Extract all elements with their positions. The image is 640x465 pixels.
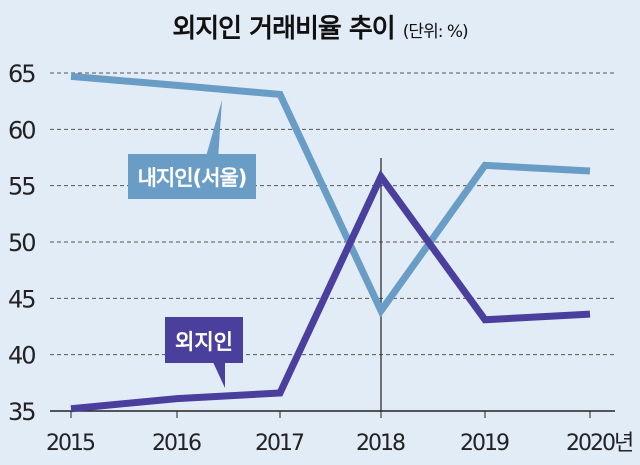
x-tick-label: 2015 <box>46 431 95 456</box>
y-tick-label: 60 <box>8 116 35 144</box>
series-line-1 <box>70 169 591 413</box>
legend-label-domestic: 내지인(서울) <box>138 166 247 190</box>
legend-label-outsider: 외지인 <box>175 330 233 354</box>
y-tick-label: 65 <box>8 60 35 88</box>
y-tick-label: 50 <box>8 229 35 257</box>
label-pointer <box>212 360 225 388</box>
unit-label: (단위: %) <box>402 22 469 42</box>
x-tick-label: 2018 <box>356 431 405 456</box>
x-tick-label: 2019 <box>460 431 509 456</box>
label-pointer <box>205 100 222 160</box>
y-tick-label: 55 <box>8 173 35 201</box>
y-tick-label: 45 <box>8 285 35 313</box>
x-tick-label: 2017 <box>255 431 304 456</box>
title-text: 외지인 거래비율 추이 <box>172 14 395 44</box>
x-tick-label: 2020년 <box>566 431 632 456</box>
chart-title: 외지인 거래비율 추이 (단위: %) <box>0 8 640 45</box>
y-tick-label: 35 <box>8 398 35 426</box>
legend-box-domestic <box>128 154 256 199</box>
legend-box-outsider <box>165 317 243 363</box>
y-tick-label: 40 <box>8 342 35 370</box>
x-tick-label: 2016 <box>152 431 201 456</box>
series-line-0 <box>70 72 591 318</box>
